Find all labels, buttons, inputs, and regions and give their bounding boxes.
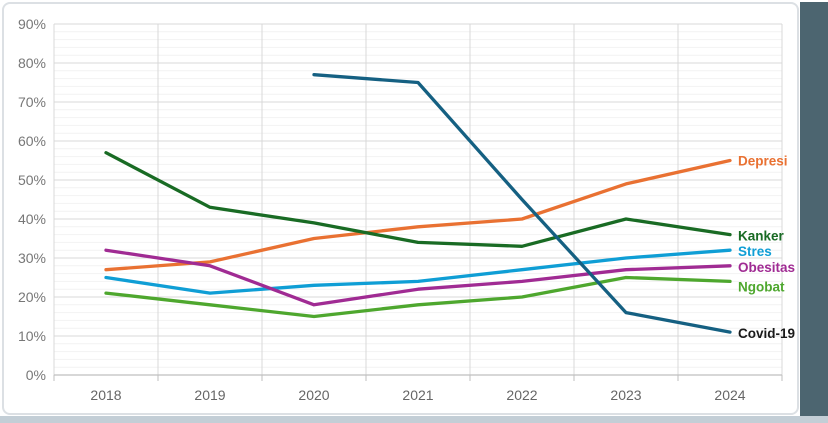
x-axis-tick-label: 2023 [610, 387, 641, 403]
series-line-stres [104, 248, 732, 295]
x-axis-tick-label: 2018 [90, 387, 121, 403]
x-axis-tick-label: 2024 [714, 387, 745, 403]
x-axis-tick-label: 2019 [194, 387, 225, 403]
x-axis-tick-label: 2021 [402, 387, 433, 403]
y-axis-tick-label: 10% [18, 328, 46, 344]
bottom-background-strip [0, 416, 828, 423]
series-line-covid-19 [312, 73, 732, 334]
y-axis-tick-label: 90% [18, 16, 46, 32]
series-line-kanker [104, 151, 732, 248]
y-axis-tick-label: 40% [18, 211, 46, 227]
series-label-obesitas: Obesitas [738, 260, 795, 275]
y-axis-tick-label: 20% [18, 289, 46, 305]
series-line-obesitas [104, 248, 732, 307]
y-axis-tick-label: 70% [18, 94, 46, 110]
x-axis-tick-label: 2020 [298, 387, 329, 403]
right-background-strip [800, 2, 828, 416]
y-axis-tick-label: 50% [18, 172, 46, 188]
series-label-covid-19: Covid-19 [738, 326, 795, 341]
y-axis-tick-label: 0% [26, 367, 46, 383]
y-axis-tick-label: 80% [18, 55, 46, 71]
series-label-kanker: Kanker [738, 229, 785, 244]
series-label-stres: Stres [738, 244, 772, 259]
y-axis-tick-label: 30% [18, 250, 46, 266]
x-axis-tick-label: 2022 [506, 387, 537, 403]
series-label-ngobat: Ngobat [738, 279, 785, 294]
series-line-depresi [104, 158, 732, 272]
y-axis-tick-label: 60% [18, 133, 46, 149]
series-label-depresi: Depresi [738, 154, 788, 169]
series-line-ngobat [104, 275, 732, 319]
